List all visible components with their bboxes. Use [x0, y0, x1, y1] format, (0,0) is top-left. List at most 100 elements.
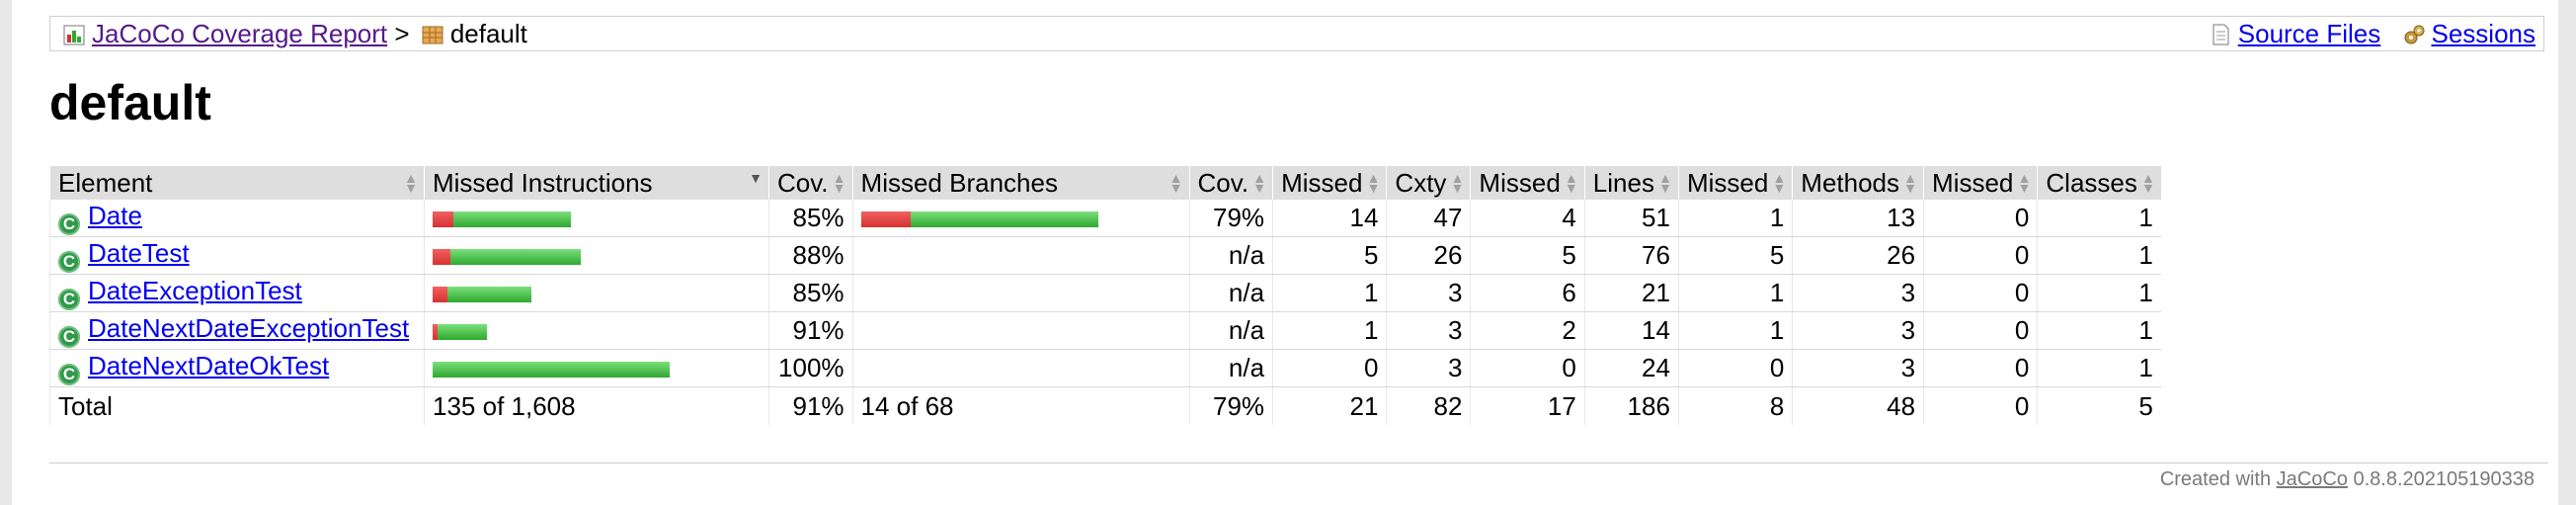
lines-total: 24 [1583, 349, 1679, 387]
report-link[interactable]: JaCoCo Coverage Report [92, 19, 388, 48]
covered-bar-segment [438, 324, 487, 341]
lines-missed: 6 [1470, 274, 1585, 312]
covered-bar-segment [447, 287, 531, 303]
jacoco-link[interactable]: JaCoCo [2276, 468, 2348, 490]
missed-bar-segment [433, 287, 447, 303]
branches-coverage-bar [860, 211, 1098, 228]
column-header-missed-instructions[interactable]: Missed Instructions ▼ [424, 166, 769, 200]
methods-total: 3 [1792, 349, 1924, 387]
class-link[interactable]: DateTest [88, 238, 190, 268]
branches-bar-cell [851, 274, 1190, 312]
sessions-link[interactable]: Sessions [2431, 19, 2536, 48]
classes-missed: 0 [1923, 311, 2038, 350]
table-row: C DateExceptionTest 85% n/a 1 3 6 21 1 3 … [49, 274, 2161, 312]
sort-icon: ▲ ▼ [1168, 170, 1183, 196]
total-lines-missed: 17 [1470, 386, 1585, 425]
instructions-bar-cell [424, 200, 769, 237]
classes-missed: 0 [1923, 349, 2038, 387]
sort-icon: ▲ ▼ [1564, 170, 1578, 196]
element-cell: C DateExceptionTest [49, 274, 425, 312]
total-branches-cov: 79% [1188, 386, 1273, 425]
methods-missed: 5 [1677, 236, 1793, 275]
coverage-table: Element ▲ ▼ Missed Instructions ▼ Cov. ▲ ▼ Mi… [49, 166, 2161, 425]
footer-prefix: Created with [2159, 468, 2272, 490]
class-icon: C [58, 364, 80, 385]
methods-total: 26 [1792, 236, 1924, 275]
column-header-classes[interactable]: Classes ▲ ▼ [2037, 166, 2161, 200]
sort-desc-icon: ▼ [749, 170, 763, 186]
sessions-icon [2402, 23, 2426, 46]
lines-total: 21 [1583, 274, 1679, 312]
lines-total: 51 [1583, 200, 1679, 237]
instructions-bar-cell [424, 274, 769, 312]
cxty-total: 3 [1386, 349, 1471, 387]
cxty-missed: 1 [1272, 274, 1387, 312]
sort-icon: ▲ ▼ [1658, 170, 1672, 196]
instructions-coverage-bar [433, 362, 670, 379]
breadcrumb-path: JaCoCo Coverage Report > default [62, 20, 527, 47]
covered-bar-segment [450, 249, 581, 266]
covered-bar-segment [910, 211, 1098, 228]
classes-missed: 0 [1923, 274, 2038, 312]
cxty-missed: 14 [1272, 200, 1387, 237]
column-header-missed-methods[interactable]: Missed ▲ ▼ [1677, 166, 1793, 200]
instructions-coverage-bar [433, 211, 571, 228]
element-cell: C DateTest [49, 236, 425, 275]
instructions-bar-cell [424, 311, 769, 350]
lines-missed: 2 [1470, 311, 1585, 350]
left-gutter [0, 0, 12, 505]
element-cell: C Date [49, 200, 425, 237]
missed-bar-segment [433, 211, 453, 228]
total-methods: 48 [1792, 386, 1924, 425]
methods-missed: 1 [1677, 200, 1793, 237]
class-link[interactable]: Date [88, 201, 142, 230]
breadcrumb-separator: > [394, 19, 410, 48]
sort-icon: ▲ ▼ [1772, 170, 1787, 196]
column-header-branches-cov[interactable]: Cov. ▲ ▼ [1188, 166, 1273, 200]
lines-total: 14 [1583, 311, 1679, 350]
classes-total: 1 [2037, 236, 2161, 275]
classes-total: 1 [2037, 274, 2161, 312]
class-icon: C [58, 213, 80, 235]
column-header-missed-classes[interactable]: Missed ▲ ▼ [1923, 166, 2038, 200]
sort-icon: ▲ ▼ [1252, 170, 1267, 196]
column-header-cxty[interactable]: Cxty ▲ ▼ [1386, 166, 1471, 200]
instructions-coverage-bar [433, 324, 487, 341]
package-icon [421, 23, 444, 46]
methods-missed: 1 [1677, 311, 1793, 350]
methods-missed: 1 [1677, 274, 1793, 312]
cxty-total: 26 [1386, 236, 1471, 275]
column-header-instructions-cov[interactable]: Cov. ▲ ▼ [768, 166, 853, 200]
class-icon: C [58, 326, 80, 348]
column-header-methods[interactable]: Methods ▲ ▼ [1792, 166, 1924, 200]
instructions-cov: 85% [768, 200, 853, 237]
cxty-total: 47 [1386, 200, 1471, 237]
class-link[interactable]: DateExceptionTest [88, 276, 302, 305]
column-header-lines[interactable]: Lines ▲ ▼ [1583, 166, 1679, 200]
lines-missed: 4 [1470, 200, 1585, 237]
classes-missed: 0 [1923, 200, 2038, 237]
sort-icon: ▲ ▼ [1450, 170, 1465, 196]
table-body: C Date 85% 79% 14 47 4 51 1 13 0 1 C DateT… [49, 200, 2161, 387]
methods-total: 13 [1792, 200, 1924, 237]
missed-bar-segment [433, 324, 438, 341]
source-files-link[interactable]: Source Files [2237, 19, 2381, 48]
column-header-missed-cxty[interactable]: Missed ▲ ▼ [1272, 166, 1387, 200]
class-link[interactable]: DateNextDateExceptionTest [88, 313, 410, 343]
total-label: Total [49, 386, 425, 425]
methods-missed: 0 [1677, 349, 1793, 387]
class-link[interactable]: DateNextDateOkTest [88, 351, 330, 380]
branches-cov: n/a [1188, 236, 1273, 275]
column-header-element[interactable]: Element ▲ ▼ [49, 166, 425, 200]
footer-version: 0.8.8.202105190338 [2353, 468, 2535, 490]
total-cxty-missed: 21 [1272, 386, 1387, 425]
page-title: default [49, 75, 211, 130]
table-row: C Date 85% 79% 14 47 4 51 1 13 0 1 [49, 200, 2161, 237]
report-icon [62, 23, 86, 46]
column-header-missed-lines[interactable]: Missed ▲ ▼ [1470, 166, 1585, 200]
column-header-missed-branches[interactable]: Missed Branches ▲ ▼ [851, 166, 1190, 200]
total-classes-missed: 0 [1923, 386, 2038, 425]
instructions-cov: 100% [768, 349, 853, 387]
sort-icon: ▲ ▼ [2017, 170, 2032, 196]
instructions-bar-cell [424, 349, 769, 387]
